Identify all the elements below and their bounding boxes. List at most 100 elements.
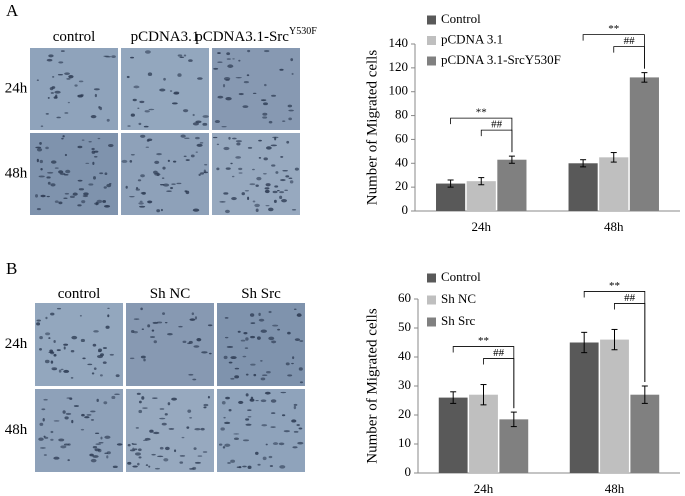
cell bbox=[94, 432, 100, 434]
cell bbox=[150, 336, 156, 338]
x-tick-label: 48h bbox=[604, 219, 624, 234]
cell bbox=[136, 392, 141, 395]
cell bbox=[67, 101, 70, 104]
cell bbox=[263, 173, 267, 175]
cell bbox=[100, 436, 103, 440]
cell bbox=[149, 429, 154, 433]
cell bbox=[171, 397, 177, 401]
cell bbox=[255, 451, 259, 455]
cell bbox=[133, 330, 138, 334]
cell bbox=[284, 189, 288, 192]
significance-label: ## bbox=[624, 35, 636, 47]
cell bbox=[99, 374, 103, 377]
cell bbox=[145, 464, 149, 467]
cell bbox=[193, 345, 200, 348]
column-label: control bbox=[53, 29, 96, 45]
cell bbox=[195, 120, 202, 124]
cell bbox=[114, 393, 120, 396]
cell bbox=[46, 195, 50, 198]
cell bbox=[127, 443, 131, 447]
cell bbox=[45, 316, 48, 320]
bar bbox=[438, 397, 468, 473]
significance-bracket bbox=[613, 46, 645, 69]
cell bbox=[260, 399, 267, 403]
column-label-text: control bbox=[58, 286, 101, 302]
cell bbox=[243, 332, 248, 335]
cell bbox=[129, 357, 135, 360]
legend-label: Sh NC bbox=[441, 291, 476, 306]
significance-label: ## bbox=[624, 292, 636, 304]
column-label-text: Sh Src bbox=[241, 286, 281, 302]
cell bbox=[48, 54, 54, 58]
cell bbox=[216, 143, 220, 146]
cell bbox=[73, 405, 79, 407]
cell bbox=[58, 369, 62, 373]
cell bbox=[200, 427, 205, 431]
cell bbox=[275, 171, 279, 174]
cell bbox=[90, 458, 97, 463]
cell bbox=[184, 137, 190, 139]
micrograph bbox=[126, 303, 214, 386]
significance-bracket bbox=[614, 303, 646, 382]
cell bbox=[250, 396, 254, 400]
cell bbox=[148, 108, 155, 111]
cell bbox=[271, 340, 277, 344]
cell bbox=[298, 367, 303, 371]
legend-swatch bbox=[427, 295, 436, 305]
cell bbox=[252, 92, 257, 95]
cell bbox=[262, 112, 268, 116]
cell bbox=[194, 316, 198, 320]
cell bbox=[127, 461, 132, 465]
cell bbox=[226, 58, 231, 60]
cell bbox=[58, 438, 65, 442]
cell bbox=[252, 200, 256, 203]
cell bbox=[299, 381, 304, 384]
cell bbox=[39, 159, 43, 164]
cell bbox=[256, 336, 261, 340]
cell bbox=[151, 329, 155, 332]
cell bbox=[163, 458, 169, 462]
cell bbox=[46, 58, 53, 62]
column-label-text: Sh NC bbox=[150, 286, 190, 302]
cell bbox=[111, 395, 116, 400]
cell bbox=[152, 397, 158, 399]
cell bbox=[297, 441, 304, 445]
cell bbox=[159, 417, 166, 420]
cell bbox=[58, 170, 64, 174]
cell bbox=[63, 197, 68, 200]
cell bbox=[228, 409, 232, 412]
cell bbox=[186, 426, 190, 429]
cell bbox=[129, 160, 133, 163]
cell bbox=[112, 465, 118, 469]
cell bbox=[223, 355, 228, 360]
cell bbox=[50, 312, 55, 316]
cell bbox=[225, 167, 231, 170]
cell bbox=[241, 192, 245, 196]
cell bbox=[187, 409, 192, 413]
cell bbox=[270, 412, 276, 414]
cell bbox=[258, 139, 262, 142]
cell bbox=[183, 54, 187, 57]
cell bbox=[104, 204, 111, 208]
cell bbox=[217, 52, 221, 54]
cell bbox=[63, 443, 70, 446]
cell bbox=[95, 202, 99, 205]
cell bbox=[183, 155, 187, 158]
cell bbox=[127, 125, 131, 127]
cell bbox=[168, 428, 175, 430]
cell bbox=[104, 452, 109, 454]
cell bbox=[156, 321, 163, 324]
cell bbox=[68, 74, 74, 79]
cell bbox=[106, 455, 109, 459]
cell bbox=[145, 146, 150, 148]
cell bbox=[102, 347, 108, 349]
cell bbox=[157, 455, 164, 458]
cell bbox=[64, 192, 70, 195]
cell bbox=[80, 338, 85, 343]
cell bbox=[88, 141, 92, 143]
cell bbox=[250, 322, 256, 324]
cell bbox=[35, 194, 39, 198]
cell bbox=[255, 399, 259, 402]
cell bbox=[58, 201, 63, 205]
cell bbox=[176, 182, 182, 185]
